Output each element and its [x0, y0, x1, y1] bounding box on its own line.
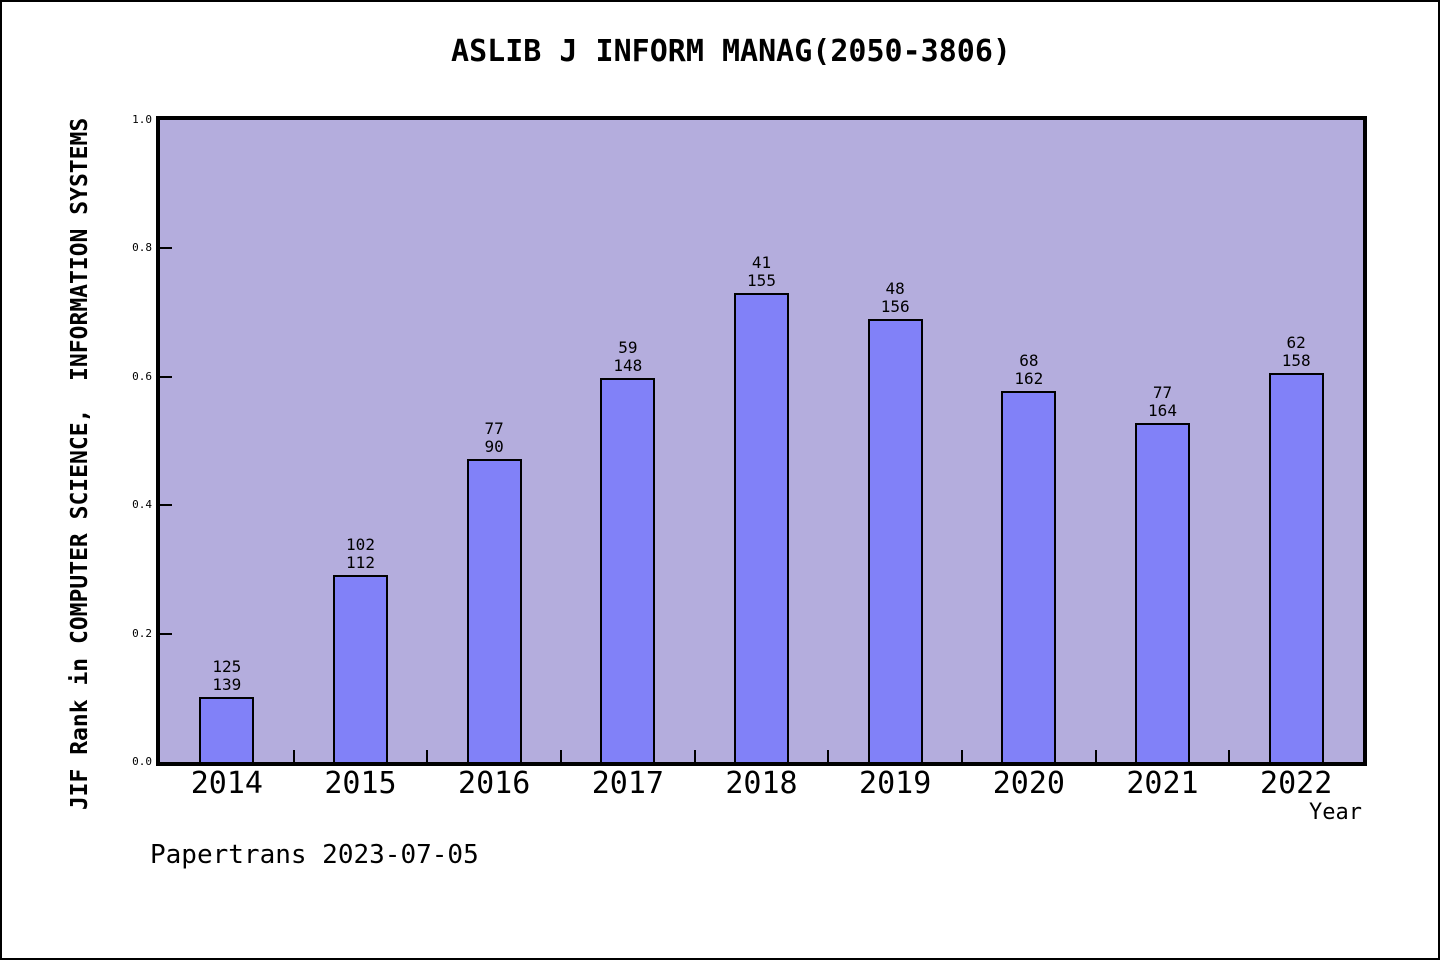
footer-caption: Papertrans 2023-07-05	[150, 840, 479, 870]
x-tick-mark	[292, 750, 295, 762]
x-tick-mark	[1094, 750, 1097, 762]
bar-value-label: 59 148	[558, 339, 698, 375]
y-tick-label: 0.2	[132, 626, 152, 640]
x-tick-mark	[560, 750, 562, 762]
x-tick-label: 2020	[992, 766, 1065, 801]
bar-value-label: 125 139	[157, 658, 297, 694]
bar-total-value: 112	[346, 553, 375, 572]
bar-value-label: 102 112	[291, 536, 431, 572]
bar-total-value: 155	[747, 271, 776, 290]
bar-total-value: 156	[880, 297, 910, 316]
x-tick-mark	[426, 750, 429, 762]
y-tick-label: 1.0	[132, 113, 152, 126]
x-tick-label: 2017	[591, 766, 664, 801]
chart-bar	[1001, 391, 1057, 762]
y-tick-label: 0.8	[132, 241, 152, 255]
chart-bar	[867, 319, 923, 762]
bar-total-value: 158	[1281, 351, 1311, 370]
bar-value-label: 62 158	[1226, 334, 1366, 370]
x-axis-label: Year	[1309, 800, 1362, 825]
bar-total-value: 139	[212, 675, 242, 694]
bar-value-label: 77 90	[424, 420, 564, 456]
y-tick-label: 0.6	[132, 369, 152, 383]
x-tick-label: 2014	[190, 766, 263, 801]
chart-bar	[199, 697, 255, 762]
chart-bar	[333, 575, 388, 762]
bar-rank-value: 125	[212, 657, 242, 676]
bar-rank-value: 41	[751, 253, 772, 272]
x-tick-label: 2016	[458, 766, 531, 801]
bar-rank-value: 48	[885, 279, 905, 298]
bar-value-label: 77 164	[1093, 384, 1233, 420]
bar-rank-value: 77	[1152, 383, 1173, 402]
y-tick-label: 0.0	[132, 755, 152, 768]
x-tick-label: 2022	[1260, 766, 1333, 801]
bar-rank-value: 59	[618, 338, 638, 357]
x-tick-label: 2019	[859, 766, 932, 801]
bar-value-label: 48 156	[825, 280, 965, 316]
chart-bar	[734, 293, 789, 762]
y-tick-mark	[160, 632, 172, 635]
bar-total-value: 162	[1014, 369, 1044, 388]
x-tick-mark	[693, 750, 696, 762]
chart-bar	[1268, 373, 1324, 762]
chart-bar	[1135, 423, 1190, 762]
bar-value-label: 68 162	[959, 352, 1099, 388]
x-tick-label: 2015	[324, 766, 397, 801]
bar-total-value: 148	[613, 356, 643, 375]
bar-rank-value: 77	[484, 419, 504, 438]
bar-value-label: 41 155	[692, 254, 832, 290]
chart-title: ASLIB J INFORM MANAG(2050-3806)	[451, 34, 1011, 69]
x-tick-mark	[961, 750, 963, 762]
y-tick-mark	[160, 504, 172, 507]
chart-bar	[466, 459, 522, 762]
bar-rank-value: 68	[1019, 351, 1039, 370]
y-axis-label: JIF Rank in COMPUTER SCIENCE, INFORMATIO…	[67, 117, 93, 811]
y-tick-label: 0.4	[132, 498, 152, 512]
chart-bar	[600, 378, 656, 762]
x-tick-label: 2021	[1126, 766, 1199, 801]
x-tick-label: 2018	[725, 766, 798, 801]
bar-total-value: 90	[484, 437, 504, 456]
plot-area: 125 139 102 112 77 90 59 148 41 155 48 156 68 162 77 16…	[156, 116, 1367, 766]
x-tick-mark	[1228, 750, 1231, 762]
y-tick-mark	[160, 375, 172, 378]
bar-total-value: 164	[1148, 401, 1177, 420]
bar-rank-value: 62	[1286, 333, 1306, 352]
x-tick-mark	[827, 750, 830, 762]
bar-rank-value: 102	[346, 535, 375, 554]
y-tick-mark	[160, 247, 172, 250]
